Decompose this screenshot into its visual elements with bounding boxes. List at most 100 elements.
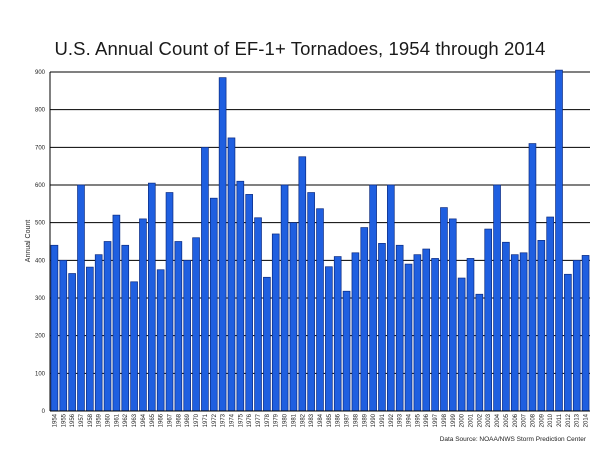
x-tick-label: 1980: [283, 413, 289, 427]
x-tick-label: 1983: [309, 413, 315, 427]
bar-1969: [183, 259, 192, 412]
bar-1996: [422, 248, 431, 412]
y-tick-label: 700: [35, 145, 46, 151]
x-tick-label: 1960: [106, 413, 112, 427]
x-tick-label: 1999: [451, 413, 457, 427]
x-tick-label: 1991: [380, 413, 386, 427]
x-tick-label: 1964: [141, 413, 147, 427]
bar-2009: [537, 240, 546, 412]
bar-2014: [581, 255, 590, 412]
bar-1981: [289, 222, 298, 412]
x-tick-label: 1988: [353, 413, 359, 427]
bar-2010: [546, 216, 554, 412]
x-tick-label: 1997: [433, 413, 439, 427]
x-tick-label: 1986: [336, 413, 342, 427]
x-tick-label: 1972: [212, 413, 218, 427]
bar-1965: [148, 182, 156, 412]
bar-1959: [94, 254, 103, 412]
bar-1963: [130, 281, 138, 412]
x-tick-label: 2005: [504, 413, 510, 427]
bar-1977: [254, 217, 262, 412]
x-tick-label: 1993: [398, 413, 404, 427]
x-tick-label: 1962: [123, 413, 129, 427]
x-tick-label: 1957: [79, 413, 85, 427]
x-tick-label: 1974: [229, 413, 235, 427]
y-tick-label: 200: [35, 334, 46, 340]
x-tick-label: 1971: [203, 413, 209, 427]
bar-1973: [218, 77, 227, 412]
bar-1987: [342, 290, 351, 412]
x-tick-label: 1984: [318, 413, 324, 427]
bar-1970: [192, 237, 200, 412]
bar-1971: [201, 146, 209, 412]
x-tick-label: 1979: [274, 413, 280, 427]
bar-1974: [227, 137, 236, 412]
bar-1980: [280, 184, 289, 412]
bar-2002: [475, 293, 484, 412]
bar-1967: [165, 192, 174, 412]
bar-1975: [236, 180, 245, 412]
x-tick-label: 1961: [114, 413, 120, 427]
bar-2013: [572, 259, 581, 412]
x-tick-label: 1996: [424, 413, 430, 427]
x-tick-label: 1975: [238, 413, 244, 427]
x-tick-label: 1956: [70, 413, 76, 427]
bar-1972: [209, 197, 218, 412]
axes: [49, 72, 590, 412]
bar-1984: [316, 208, 324, 412]
bar-2006: [510, 254, 519, 412]
x-tick-label: 1992: [389, 413, 395, 427]
x-tick-label: 1958: [88, 413, 94, 427]
bar-1957: [77, 184, 85, 412]
bar-1976: [245, 194, 253, 412]
bar-1978: [263, 276, 271, 412]
y-tick-label: 800: [35, 108, 46, 114]
x-tick-label: 1963: [132, 413, 138, 427]
bar-1989: [360, 227, 369, 412]
bar-2011: [555, 69, 563, 412]
x-tick-labels: 1954 1955 1956 1957 1958 1959 1960 1961 1962 1963…: [52, 413, 589, 427]
x-tick-label: 1985: [327, 413, 333, 427]
x-tick-label: 1995: [415, 413, 421, 427]
bar-1998: [440, 207, 448, 412]
x-tick-label: 1965: [150, 413, 156, 427]
x-tick-label: 1966: [159, 413, 165, 427]
bar-1964: [139, 218, 147, 412]
x-tick-label: 2002: [477, 413, 483, 427]
bar-2003: [484, 228, 492, 412]
bar-1999: [448, 218, 457, 412]
bar-1958: [86, 266, 94, 412]
bar-2005: [502, 241, 510, 412]
x-tick-label: 1970: [194, 413, 200, 427]
y-tick-label: 0: [42, 409, 46, 415]
x-tick-label: 2004: [495, 413, 501, 427]
bar-1995: [413, 254, 422, 412]
x-tick-label: 1969: [185, 413, 191, 427]
data-source-note: Data Source: NOAA/NWS Storm Prediction C…: [439, 436, 586, 443]
bar-1983: [307, 192, 315, 412]
x-tick-label: 2012: [566, 413, 572, 427]
y-tick-label: 600: [35, 183, 46, 189]
bar-1954: [50, 244, 59, 412]
bar-1955: [59, 259, 68, 412]
bar-1991: [378, 243, 386, 412]
x-tick-label: 2001: [468, 413, 474, 427]
x-tick-label: 2010: [548, 413, 554, 427]
x-tick-label: 2014: [584, 413, 590, 427]
bar-1988: [351, 252, 360, 412]
bar-1961: [112, 214, 121, 412]
x-tick-label: 1982: [300, 413, 306, 427]
x-tick-label: 2011: [557, 413, 563, 427]
x-tick-label: 1967: [168, 413, 174, 427]
bar-1968: [174, 241, 183, 412]
bar-2012: [564, 273, 572, 412]
bar-1982: [298, 156, 307, 412]
x-tick-label: 1977: [256, 413, 262, 427]
x-tick-label: 1955: [61, 413, 67, 427]
bar-1956: [68, 273, 76, 412]
bar-1966: [156, 269, 165, 412]
chart-title: U.S. Annual Count of EF-1+ Tornadoes, 19…: [54, 38, 546, 59]
x-tick-label: 1959: [97, 413, 103, 427]
bar-2008: [528, 143, 537, 412]
